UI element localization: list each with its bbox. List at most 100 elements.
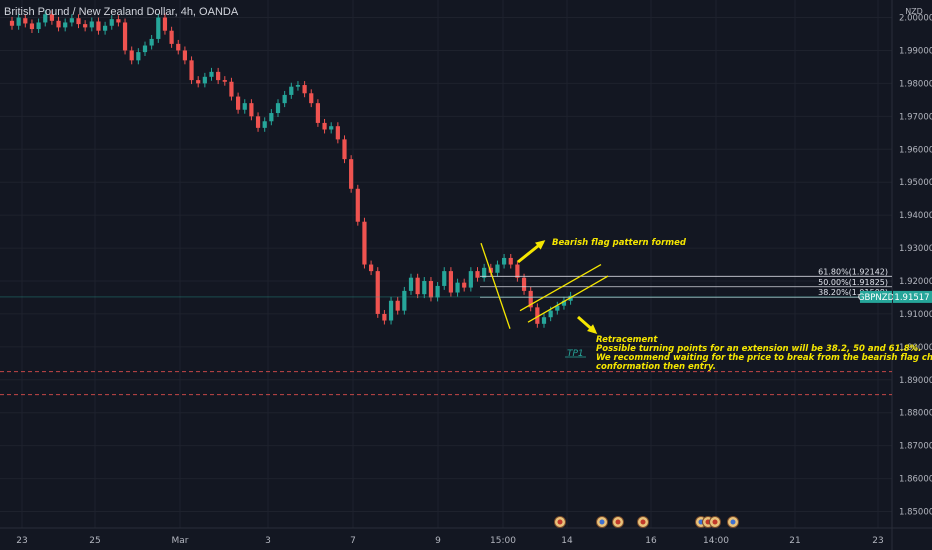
candle-body[interactable]	[269, 113, 274, 122]
candle-body[interactable]	[335, 126, 340, 140]
candle-body[interactable]	[309, 93, 314, 104]
candle-body[interactable]	[482, 267, 487, 278]
candle-body[interactable]	[508, 257, 513, 265]
candle-body[interactable]	[442, 271, 447, 286]
candle-body[interactable]	[521, 277, 527, 291]
candle-body[interactable]	[495, 264, 500, 273]
candle-body[interactable]	[156, 17, 161, 39]
candle-body[interactable]	[502, 257, 507, 265]
candle-body[interactable]	[255, 116, 261, 128]
candle-body[interactable]	[169, 30, 174, 44]
candle-body[interactable]	[462, 282, 467, 288]
event-flag-center	[615, 519, 621, 525]
candle-body[interactable]	[362, 221, 367, 265]
currency-label: NZD	[905, 7, 923, 16]
candle-body[interactable]	[142, 45, 148, 53]
time-tick-label: 15:00	[490, 536, 516, 546]
candle-body[interactable]	[29, 23, 35, 30]
candle-body[interactable]	[176, 43, 181, 51]
candle-body[interactable]	[136, 52, 141, 61]
candle-body[interactable]	[415, 277, 420, 295]
candle-body[interactable]	[541, 317, 547, 324]
retracement-line: conformation then entry.	[596, 362, 716, 372]
candle-body[interactable]	[149, 38, 154, 46]
candle-body[interactable]	[103, 25, 108, 31]
price-tick-label: 1.93000	[899, 244, 932, 254]
flag-channel-lower	[527, 275, 609, 323]
candle-body[interactable]	[249, 103, 254, 117]
candle-body[interactable]	[222, 80, 227, 82]
event-flag-center	[640, 519, 646, 525]
price-tick-label: 1.85000	[899, 508, 932, 518]
candle-body[interactable]	[9, 20, 15, 26]
candle-body[interactable]	[448, 271, 453, 293]
price-tick-label: 1.99000	[899, 46, 932, 56]
bearish-flag-arrow-head	[535, 240, 546, 250]
candle-body[interactable]	[528, 290, 533, 308]
candle-body[interactable]	[408, 277, 414, 291]
candle-body[interactable]	[89, 21, 94, 28]
candle-body[interactable]	[23, 18, 28, 24]
candle-body[interactable]	[69, 18, 74, 23]
candle-body[interactable]	[422, 280, 427, 295]
candle-body[interactable]	[395, 300, 400, 311]
candle-body[interactable]	[76, 18, 81, 25]
candle-body[interactable]	[561, 300, 567, 306]
candle-body[interactable]	[229, 81, 234, 97]
candle-body[interactable]	[302, 85, 307, 94]
candle-body[interactable]	[109, 19, 114, 26]
fib-level-label: 50.00%(1.91825)	[818, 278, 888, 287]
candle-body[interactable]	[236, 96, 241, 110]
time-tick-label: Mar	[172, 536, 189, 546]
candle-body[interactable]	[435, 285, 440, 298]
candle-body[interactable]	[369, 264, 374, 272]
candle-body[interactable]	[63, 22, 68, 28]
candle-body[interactable]	[196, 80, 201, 84]
candle-body[interactable]	[548, 310, 553, 318]
candle-body[interactable]	[289, 86, 294, 95]
candle-body[interactable]	[216, 71, 221, 81]
candle-body[interactable]	[122, 22, 128, 51]
candle-body[interactable]	[295, 85, 301, 87]
candle-body[interactable]	[49, 14, 54, 21]
candle-body[interactable]	[129, 50, 134, 61]
candle-body[interactable]	[56, 20, 61, 28]
candle-body[interactable]	[329, 126, 334, 130]
candle-body[interactable]	[275, 103, 281, 114]
candle-body[interactable]	[375, 271, 380, 314]
candle-body[interactable]	[402, 290, 407, 311]
candle-body[interactable]	[515, 264, 520, 278]
candle-body[interactable]	[16, 17, 21, 26]
symbol-tag	[860, 290, 892, 303]
candle-body[interactable]	[242, 103, 247, 110]
time-tick-label: 25	[89, 536, 100, 546]
candle-body[interactable]	[455, 282, 460, 293]
candle-body[interactable]	[36, 22, 41, 30]
candle-body[interactable]	[282, 94, 287, 104]
candle-body[interactable]	[342, 139, 347, 160]
candle-body[interactable]	[475, 271, 480, 278]
candle-body[interactable]	[382, 313, 387, 321]
candle-body[interactable]	[182, 50, 187, 61]
candle-body[interactable]	[83, 24, 88, 28]
candle-body[interactable]	[428, 280, 434, 298]
candle-body[interactable]	[535, 307, 540, 324]
candle-body[interactable]	[162, 17, 168, 31]
candle-body[interactable]	[262, 121, 267, 128]
candle-body[interactable]	[468, 271, 473, 288]
candle-body[interactable]	[116, 19, 121, 23]
candle-body[interactable]	[315, 103, 320, 123]
candle-body[interactable]	[43, 14, 48, 23]
candle-body[interactable]	[349, 159, 354, 189]
price-tick-label: 1.91000	[899, 310, 932, 320]
candle-body[interactable]	[96, 21, 101, 31]
candle-body[interactable]	[355, 188, 360, 222]
candle-body[interactable]	[555, 305, 560, 311]
candle-body[interactable]	[388, 300, 394, 321]
candle-body[interactable]	[189, 60, 194, 81]
price-tick-label: 1.87000	[899, 442, 932, 452]
candle-body[interactable]	[322, 122, 327, 130]
candle-body[interactable]	[209, 71, 214, 77]
candle-body[interactable]	[202, 76, 207, 84]
